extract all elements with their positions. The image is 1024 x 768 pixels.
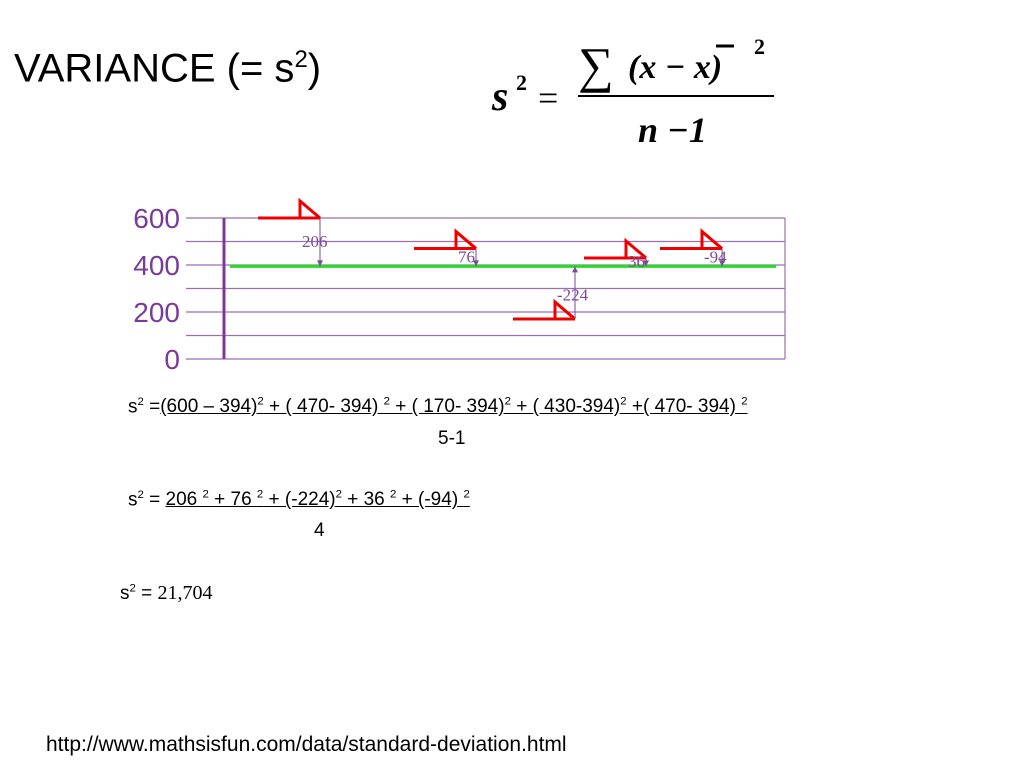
- eq2-term-4: + (-224): [263, 489, 336, 511]
- eq3-lhs: s: [120, 583, 130, 604]
- eq1-term-6: + ( 430-394): [510, 396, 621, 418]
- title-close-paren: ): [307, 46, 322, 91]
- deviation-label: 206: [302, 232, 328, 251]
- eq2-equals: =: [149, 489, 161, 511]
- data-point-flag: [454, 228, 477, 250]
- deviation-arrowhead: [317, 260, 323, 267]
- deviation-arrowhead: [643, 260, 649, 267]
- eq2-lhs-exponent: 2: [137, 489, 144, 501]
- data-point-flag: [624, 237, 647, 260]
- eq2-exponent-5: 2: [335, 489, 342, 501]
- formula-lhs: s: [491, 74, 508, 120]
- eq1-term-8: +( 470- 394): [626, 396, 742, 418]
- formula-denominator: n −1: [638, 110, 707, 150]
- eq1-term-4: + ( 170- 394): [389, 396, 505, 418]
- deviation-label: -94: [704, 247, 727, 266]
- eq1-exponent-9: 2: [741, 396, 748, 408]
- y-tick-label: 600: [133, 203, 180, 234]
- y-tick-label: 0: [164, 344, 180, 375]
- eq2-exponent-7: 2: [390, 489, 397, 501]
- eq1-denominator: 5-1: [438, 428, 466, 449]
- formula-lhs-exponent: 2: [516, 70, 527, 95]
- slide-title: VARIANCE (= s2): [14, 46, 321, 91]
- deviation-chart: 600 400 200 0 206 76 -224 36 -94: [133, 197, 786, 375]
- eq3-result: 21,704: [157, 582, 213, 604]
- deviation-label: 76: [458, 247, 475, 266]
- eq1-numerator: (600 – 394)2 + ( 470- 394) 2 + ( 170- 39…: [160, 396, 747, 417]
- eq2-term-0: 206: [165, 489, 203, 511]
- y-tick-label: 400: [133, 250, 180, 281]
- eq2-term-6: + 36: [341, 489, 391, 511]
- eq1-term-0: (600 – 394): [160, 396, 258, 418]
- eq1-term-2: + ( 470- 394): [263, 396, 384, 418]
- deviation-label: -224: [557, 286, 589, 305]
- eq2-denominator: 4: [314, 520, 325, 541]
- deviation-label: 36: [628, 252, 645, 271]
- eq1-exponent-3: 2: [383, 396, 390, 408]
- eq1-exponent-7: 2: [620, 396, 627, 408]
- data-point-flag: [700, 228, 723, 250]
- eq2-exponent-1: 2: [202, 489, 209, 501]
- data-point-flag: [298, 197, 321, 220]
- source-link[interactable]: http://www.mathsisfun.com/data/standard-…: [46, 733, 567, 756]
- equation-1: s2 =(600 – 394)2 + ( 470- 394) 2 + ( 170…: [128, 396, 748, 418]
- eq1-exponent-5: 2: [504, 396, 511, 408]
- deviation-arrowhead: [572, 266, 578, 273]
- eq3-lhs-exponent: 2: [129, 582, 136, 595]
- title-text: VARIANCE (= s: [14, 46, 295, 91]
- formula-numerator-exponent: 2: [754, 34, 765, 59]
- y-tick-label: 200: [133, 297, 180, 328]
- data-point-flag: [553, 298, 576, 321]
- deviation-arrowhead: [473, 260, 479, 267]
- eq2-term-8: + (-94): [396, 489, 464, 511]
- eq1-lhs: s: [128, 396, 138, 418]
- equation-3: s2 = 21,704: [120, 582, 213, 605]
- eq2-term-2: + 76: [208, 489, 257, 511]
- eq2-numerator: 206 2 + 76 2 + (-224)2 + 36 2 + (-94) 2: [166, 489, 470, 510]
- eq3-equals: =: [141, 583, 153, 604]
- title-superscript: 2: [294, 46, 308, 73]
- equation-2: s2 = 206 2 + 76 2 + (-224)2 + 36 2 + (-9…: [128, 489, 470, 511]
- formula-numerator: (x − x): [628, 49, 722, 86]
- eq1-lhs-exponent: 2: [137, 396, 144, 408]
- eq2-lhs: s: [128, 489, 138, 511]
- eq2-exponent-3: 2: [256, 489, 264, 501]
- formula-equals: =: [538, 78, 558, 118]
- eq1-equals: =: [149, 396, 161, 418]
- variance-formula: s 2 = ∑ (x − x) 2 n −1: [491, 34, 774, 150]
- eq2-exponent-9: 2: [463, 489, 470, 501]
- eq1-exponent-1: 2: [257, 396, 264, 408]
- formula-sigma: ∑: [578, 37, 614, 93]
- deviation-arrowhead: [719, 260, 725, 267]
